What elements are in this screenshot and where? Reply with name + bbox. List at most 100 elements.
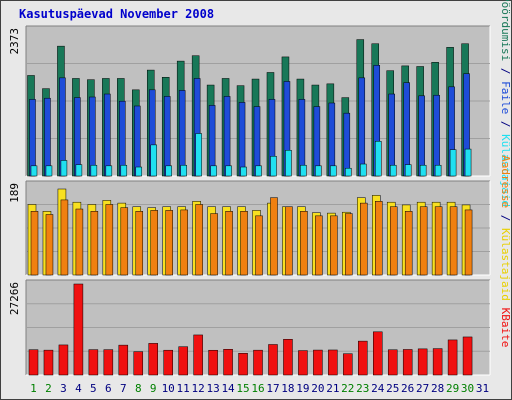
bar-top-s2-d27 bbox=[419, 164, 427, 177]
x-label-day-28: 28 bbox=[431, 382, 444, 395]
bar-middle-s1-d29 bbox=[449, 206, 458, 276]
x-label-day-6: 6 bbox=[105, 382, 112, 395]
bar-middle-s1-d27 bbox=[419, 206, 428, 276]
bar-middle-s1-d30 bbox=[464, 209, 473, 276]
x-label-day-9: 9 bbox=[150, 382, 157, 395]
bar-top-s2-d23 bbox=[360, 163, 367, 177]
bar-bottom-d21 bbox=[328, 349, 338, 376]
bar-top-s1-d5 bbox=[89, 96, 96, 177]
bar-bottom-d17 bbox=[268, 344, 278, 376]
bar-top-s2-d11 bbox=[180, 164, 187, 177]
bar-top-s2-d30 bbox=[464, 148, 472, 177]
bar-top-s2-d15 bbox=[240, 166, 247, 177]
bar-bottom-d30 bbox=[462, 336, 473, 376]
x-label-day-26: 26 bbox=[401, 382, 414, 395]
bar-top-s2-d9 bbox=[150, 144, 157, 177]
bar-middle-s1-d25 bbox=[389, 206, 398, 276]
bar-bottom-d7 bbox=[118, 344, 129, 376]
bar-top-s1-d26 bbox=[403, 82, 410, 177]
bar-top-s1-d21 bbox=[328, 102, 336, 177]
bar-middle-s1-d11 bbox=[180, 209, 188, 276]
panel-middle: 189 bbox=[8, 180, 491, 276]
x-label-day-25: 25 bbox=[386, 382, 399, 395]
bar-middle-s1-d26 bbox=[404, 211, 413, 276]
x-label-day-23: 23 bbox=[356, 382, 369, 395]
bar-top-s2-d17 bbox=[270, 156, 277, 177]
x-label-day-11: 11 bbox=[177, 382, 190, 395]
bar-middle-s1-d5 bbox=[90, 211, 99, 276]
bar-top-s1-d4 bbox=[74, 97, 81, 177]
bar-middle-s1-d10 bbox=[165, 210, 173, 276]
bar-top-s1-d14 bbox=[223, 96, 231, 177]
bar-top-s1-d27 bbox=[418, 95, 425, 177]
x-label-day-21: 21 bbox=[326, 382, 339, 395]
bar-bottom-d12 bbox=[193, 334, 203, 376]
x-label-day-10: 10 bbox=[162, 382, 175, 395]
bar-top-s2-d19 bbox=[300, 164, 307, 177]
x-label-day-12: 12 bbox=[192, 382, 205, 395]
x-label-day-17: 17 bbox=[266, 382, 279, 395]
bar-top-s2-d22 bbox=[345, 167, 352, 177]
x-label-day-16: 16 bbox=[251, 382, 264, 395]
bar-middle-s1-d23 bbox=[360, 202, 368, 276]
bar-bottom-d28 bbox=[432, 348, 443, 376]
legend-middle-part-1: / bbox=[499, 208, 512, 228]
bar-top-s1-d10 bbox=[163, 96, 171, 177]
bar-top-s2-d5 bbox=[90, 164, 98, 177]
bar-bottom-d1 bbox=[28, 349, 39, 376]
bar-middle-s1-d21 bbox=[330, 215, 338, 276]
bar-top-s1-d13 bbox=[208, 105, 216, 177]
x-label-day-29: 29 bbox=[446, 382, 459, 395]
bar-top-s1-d8 bbox=[134, 105, 141, 177]
bar-top-s2-d18 bbox=[285, 150, 292, 177]
legend-top-part-4: Külastajaid bbox=[499, 134, 512, 207]
bar-top-s2-d20 bbox=[315, 165, 322, 177]
bar-middle-s1-d22 bbox=[345, 213, 353, 276]
y-max-label-top: 2373 bbox=[8, 28, 21, 55]
bar-top-s1-d28 bbox=[433, 94, 440, 177]
bar-bottom-d20 bbox=[313, 349, 323, 376]
x-label-day-3: 3 bbox=[60, 382, 67, 395]
x-label-day-24: 24 bbox=[371, 382, 385, 395]
bar-top-s2-d1 bbox=[30, 165, 38, 177]
bar-top-s1-d23 bbox=[358, 77, 366, 177]
bar-middle-s1-d14 bbox=[225, 211, 233, 276]
x-label-day-19: 19 bbox=[296, 382, 309, 395]
bar-middle-s1-d3 bbox=[60, 199, 69, 276]
bar-top-s1-d6 bbox=[104, 93, 111, 177]
x-label-day-27: 27 bbox=[416, 382, 429, 395]
bar-bottom-d6 bbox=[103, 349, 114, 376]
bar-bottom-d29 bbox=[447, 339, 458, 376]
x-label-day-14: 14 bbox=[221, 382, 235, 395]
legend-bottom-part-0: KBaite bbox=[499, 308, 512, 348]
bar-middle-s1-d28 bbox=[434, 206, 443, 276]
panel-bottom: 27266 bbox=[8, 279, 491, 376]
legend-top-part-2: Faile bbox=[499, 81, 512, 114]
bar-top-s1-d7 bbox=[119, 100, 126, 177]
y-max-label-bottom: 27266 bbox=[8, 282, 21, 315]
bar-top-s1-d19 bbox=[298, 99, 306, 177]
legend-top-part-3: / bbox=[499, 114, 512, 134]
bar-top-s1-d2 bbox=[44, 97, 51, 177]
x-label-day-18: 18 bbox=[281, 382, 294, 395]
bar-bottom-d25 bbox=[387, 349, 398, 376]
x-label-day-2: 2 bbox=[45, 382, 52, 395]
bar-middle-s1-d18 bbox=[285, 206, 293, 276]
bar-top-s2-d13 bbox=[210, 165, 217, 177]
bar-bottom-d19 bbox=[298, 350, 308, 376]
bar-bottom-d22 bbox=[343, 353, 353, 376]
bar-top-s2-d24 bbox=[375, 141, 382, 177]
legend-top: Pöördumisi / Faile / Külastajaid bbox=[499, 0, 512, 207]
bar-top-s2-d3 bbox=[60, 160, 68, 177]
legend-top-part-0: Pöördumisi bbox=[499, 0, 512, 61]
bar-middle-s1-d13 bbox=[210, 213, 218, 276]
x-label-day-7: 7 bbox=[120, 382, 127, 395]
x-label-day-15: 15 bbox=[236, 382, 249, 395]
legend-top-part-1: / bbox=[499, 61, 512, 81]
bar-top-s2-d16 bbox=[255, 165, 262, 177]
bar-middle-s1-d24 bbox=[375, 201, 383, 276]
bar-middle-s1-d7 bbox=[120, 207, 129, 276]
x-label-day-31: 31 bbox=[476, 382, 489, 395]
bar-top-s2-d10 bbox=[165, 165, 172, 177]
